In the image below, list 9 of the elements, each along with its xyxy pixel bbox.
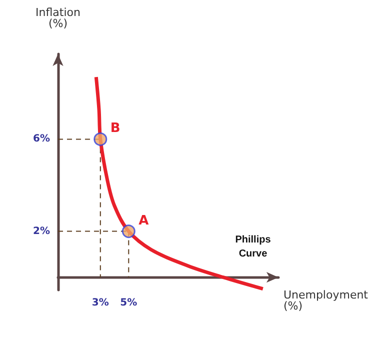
annotation: A <box>138 213 149 228</box>
x-axis-title: Unemployment (%) <box>283 288 369 312</box>
x-tick-label: 5% <box>120 298 138 308</box>
y-axis-title: Inflation (%) <box>36 6 80 30</box>
y-tick-label: 6% <box>33 134 50 145</box>
y-tick-label: 2% <box>33 226 50 237</box>
annotation: B <box>110 121 120 136</box>
annotation: Phillips Curve <box>235 234 272 260</box>
x-tick-label: 3% <box>92 298 109 308</box>
